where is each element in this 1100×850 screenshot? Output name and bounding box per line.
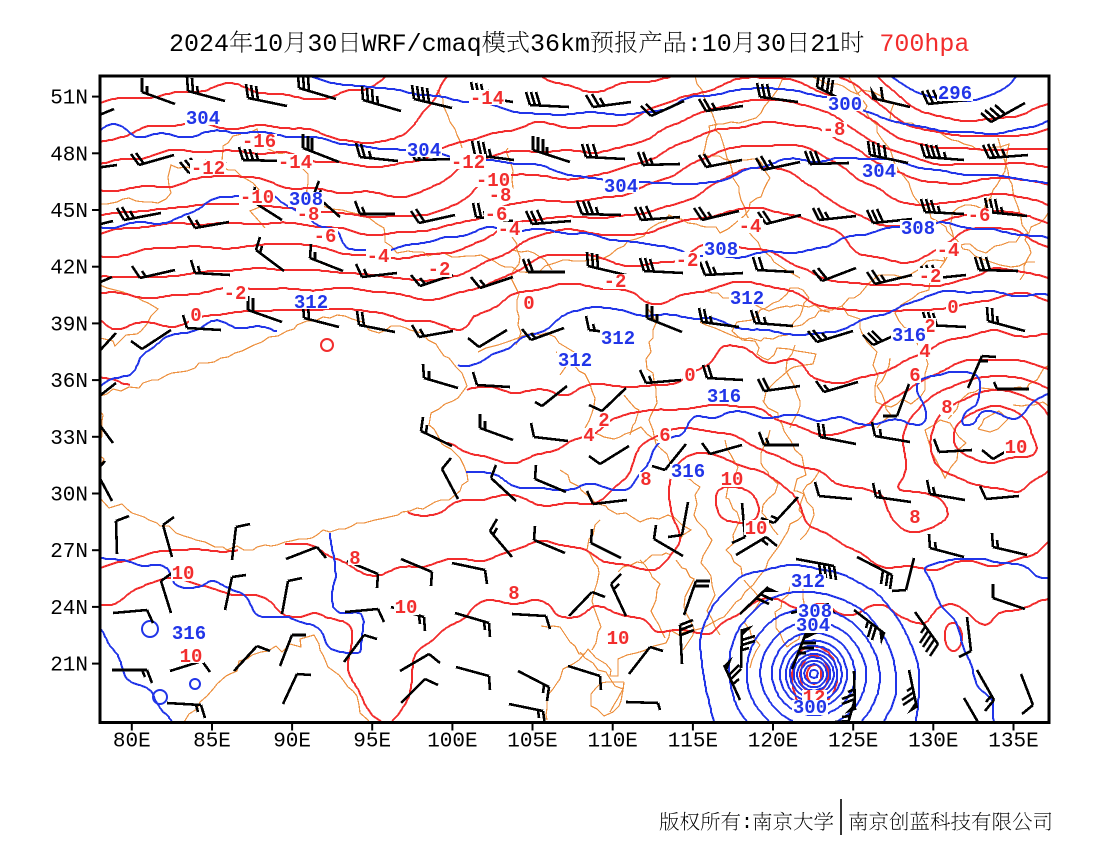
svg-text:-2: -2 <box>676 250 699 272</box>
svg-text:36N: 36N <box>50 371 88 394</box>
svg-text:24N: 24N <box>50 598 88 621</box>
svg-text:308: 308 <box>798 601 832 623</box>
svg-text:95E: 95E <box>353 731 391 754</box>
svg-text:90E: 90E <box>273 731 311 754</box>
svg-text:312: 312 <box>791 571 825 593</box>
svg-text:300: 300 <box>793 697 827 719</box>
svg-text:2024: 2024 <box>169 30 229 59</box>
svg-text:-6: -6 <box>314 226 337 248</box>
svg-text:80E: 80E <box>113 731 151 754</box>
svg-text:0: 0 <box>190 305 201 327</box>
svg-text:308: 308 <box>901 218 935 240</box>
svg-text:0: 0 <box>947 297 958 319</box>
svg-text:10: 10 <box>745 518 768 540</box>
svg-text:304: 304 <box>796 615 830 637</box>
svg-text:308: 308 <box>704 239 738 261</box>
svg-text:100E: 100E <box>427 731 477 754</box>
svg-text:304: 304 <box>407 140 441 162</box>
svg-text:312: 312 <box>601 328 635 350</box>
svg-text:-4: -4 <box>937 240 960 262</box>
svg-text:30N: 30N <box>50 485 88 508</box>
svg-text:110E: 110E <box>587 731 637 754</box>
svg-text:-4: -4 <box>498 219 521 241</box>
svg-text:10: 10 <box>607 628 630 650</box>
svg-text:0: 0 <box>523 293 534 315</box>
svg-text:30: 30 <box>307 30 337 59</box>
svg-text:-8: -8 <box>297 204 320 226</box>
svg-text:21N: 21N <box>50 655 88 678</box>
svg-text:304: 304 <box>862 161 896 183</box>
svg-text:308: 308 <box>289 189 323 211</box>
svg-text:120E: 120E <box>748 731 798 754</box>
svg-text:6: 6 <box>909 365 920 387</box>
svg-text:30: 30 <box>756 30 786 59</box>
svg-text:-16: -16 <box>242 131 276 153</box>
svg-text:316: 316 <box>671 461 705 483</box>
svg-text:27N: 27N <box>50 541 88 564</box>
svg-text:312: 312 <box>558 350 592 372</box>
svg-text:-2: -2 <box>224 283 247 305</box>
svg-text:304: 304 <box>604 176 638 198</box>
svg-text:0: 0 <box>684 365 695 387</box>
svg-text:6: 6 <box>659 425 670 447</box>
svg-text:-8: -8 <box>489 185 512 207</box>
svg-text:125E: 125E <box>828 731 878 754</box>
svg-text:-10: -10 <box>240 187 274 209</box>
svg-text:42N: 42N <box>50 258 88 281</box>
svg-text:-8: -8 <box>823 119 846 141</box>
svg-text:-4: -4 <box>367 246 390 268</box>
svg-text:115E: 115E <box>668 731 718 754</box>
svg-text:2: 2 <box>924 316 935 338</box>
svg-text:85E: 85E <box>193 731 231 754</box>
svg-text:8: 8 <box>941 397 952 419</box>
svg-text:21: 21 <box>810 30 840 59</box>
svg-text:-14: -14 <box>470 88 504 110</box>
svg-text:-12: -12 <box>191 158 225 180</box>
svg-text::: : <box>741 812 753 835</box>
svg-text:10: 10 <box>702 30 732 59</box>
svg-text:-6: -6 <box>485 204 508 226</box>
svg-text:39N: 39N <box>50 314 88 337</box>
svg-text:8: 8 <box>349 548 360 570</box>
svg-text:-14: -14 <box>278 152 312 174</box>
svg-text:4: 4 <box>919 341 930 363</box>
svg-text:316: 316 <box>707 386 741 408</box>
svg-text:10: 10 <box>721 469 744 491</box>
svg-text:300: 300 <box>828 94 862 116</box>
svg-text:10: 10 <box>180 646 203 668</box>
svg-text:316: 316 <box>892 325 926 347</box>
svg-text:135E: 135E <box>988 731 1038 754</box>
svg-text:-6: -6 <box>968 205 991 227</box>
svg-text:296: 296 <box>938 83 972 105</box>
svg-text:8: 8 <box>909 507 920 529</box>
svg-text:45N: 45N <box>50 201 88 224</box>
svg-text:-2: -2 <box>919 266 942 288</box>
svg-text:10: 10 <box>172 563 195 585</box>
svg-text:312: 312 <box>730 288 764 310</box>
svg-text::: : <box>687 30 702 59</box>
svg-text:2: 2 <box>598 410 609 432</box>
svg-text:8: 8 <box>508 583 519 605</box>
svg-text:-2: -2 <box>604 271 627 293</box>
svg-text:105E: 105E <box>507 731 557 754</box>
svg-text:51N: 51N <box>50 88 88 111</box>
svg-text:700hpa: 700hpa <box>879 30 969 59</box>
svg-text:316: 316 <box>172 623 206 645</box>
svg-text:312: 312 <box>294 292 328 314</box>
svg-text:130E: 130E <box>908 731 958 754</box>
svg-text:-4: -4 <box>739 216 762 238</box>
svg-text:4: 4 <box>583 425 594 447</box>
svg-text:304: 304 <box>186 108 220 130</box>
svg-text:WRF/cmaq: WRF/cmaq <box>362 30 482 59</box>
svg-text:36km: 36km <box>530 30 590 59</box>
svg-text:10: 10 <box>395 597 418 619</box>
svg-text:-2: -2 <box>428 259 451 281</box>
svg-text:-12: -12 <box>451 152 485 174</box>
svg-text:33N: 33N <box>50 428 88 451</box>
svg-text:48N: 48N <box>50 144 88 167</box>
svg-text:-10: -10 <box>476 170 510 192</box>
svg-text:8: 8 <box>640 469 651 491</box>
svg-text:10: 10 <box>253 30 283 59</box>
svg-text:10: 10 <box>1005 437 1028 459</box>
